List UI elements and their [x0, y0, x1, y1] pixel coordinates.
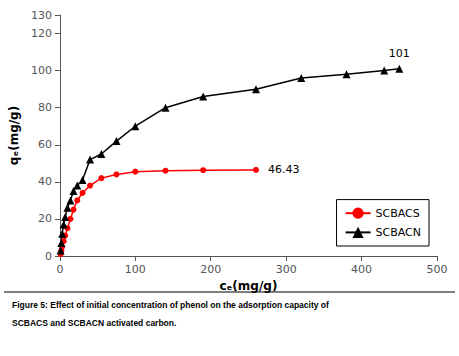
svg-text:130: 130 — [31, 9, 52, 22]
svg-text:300: 300 — [276, 263, 297, 276]
svg-text:20: 20 — [38, 212, 52, 225]
svg-text:101: 101 — [389, 47, 410, 60]
svg-text:qₑ(mg/g): qₑ(mg/g) — [7, 106, 21, 165]
svg-text:46.43: 46.43 — [268, 163, 300, 176]
svg-text:500: 500 — [427, 263, 448, 276]
svg-text:SCBACS: SCBACS — [376, 207, 420, 220]
svg-text:100: 100 — [125, 263, 146, 276]
svg-text:120: 120 — [31, 27, 52, 40]
svg-text:60: 60 — [38, 138, 52, 151]
svg-text:0: 0 — [56, 263, 63, 276]
svg-text:Figure 5: Effect of initial co: Figure 5: Effect of initial concentratio… — [12, 300, 329, 310]
svg-text:200: 200 — [200, 263, 221, 276]
svg-text:0: 0 — [45, 250, 52, 263]
svg-text:40: 40 — [38, 175, 52, 188]
svg-text:SCBACS and SCBACN activated ca: SCBACS and SCBACN activated carbon. — [12, 318, 176, 328]
svg-text:cₑ(mg/g): cₑ(mg/g) — [219, 279, 277, 293]
svg-text:80: 80 — [38, 101, 52, 114]
svg-text:100: 100 — [31, 64, 52, 77]
svg-text:SCBACN: SCBACN — [376, 226, 421, 239]
svg-text:400: 400 — [351, 263, 372, 276]
